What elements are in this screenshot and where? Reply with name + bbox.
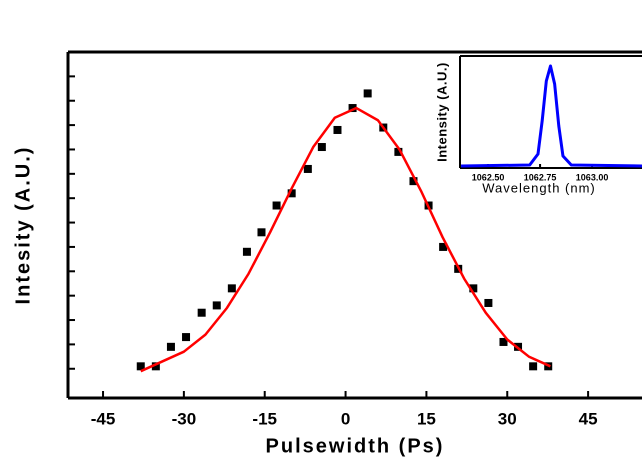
data-point [529, 362, 538, 371]
data-point [257, 228, 266, 237]
data-point [394, 147, 403, 156]
data-point [333, 125, 342, 134]
x-tick-label: 1063.00 [576, 172, 609, 182]
data-point [469, 284, 478, 293]
data-point [151, 362, 160, 371]
data-point [348, 104, 357, 113]
data-point [287, 189, 296, 198]
data-point [212, 301, 221, 310]
data-point [136, 362, 145, 371]
plot-frame [459, 55, 642, 169]
x-tick-label: -30 [172, 409, 197, 428]
data-line [461, 64, 642, 168]
x-tick-label: 30 [498, 409, 517, 428]
data-line [140, 106, 551, 373]
x-tick-label: 1062.75 [524, 172, 557, 182]
data-point [439, 242, 448, 251]
x-tick-label: 15 [417, 409, 436, 428]
x-axis-label: Pulsewidth (Ps) [266, 435, 445, 457]
x-tick-label: 1062.50 [472, 172, 505, 182]
data-point [197, 308, 206, 317]
x-tick-label: 45 [579, 409, 598, 428]
x-axis-label: Wavelength (nm) [482, 180, 596, 195]
data-point [363, 89, 372, 98]
data-point [303, 164, 312, 173]
data-point [409, 177, 418, 186]
y-axis-label: Intensity (A.U.) [434, 62, 449, 162]
x-tick-label: -15 [252, 409, 277, 428]
x-tick-label: -45 [91, 409, 116, 428]
data-point [242, 247, 251, 256]
data-point [227, 284, 236, 293]
y-axis-label: Intesity (A.U.) [12, 146, 34, 305]
x-tick-label: 0 [341, 409, 350, 428]
data-point [499, 337, 508, 346]
data-point [484, 298, 493, 307]
data-point [272, 201, 281, 210]
data-point [166, 342, 175, 351]
data-point [182, 333, 191, 342]
data-point [317, 143, 326, 152]
plot-frame [66, 50, 642, 400]
